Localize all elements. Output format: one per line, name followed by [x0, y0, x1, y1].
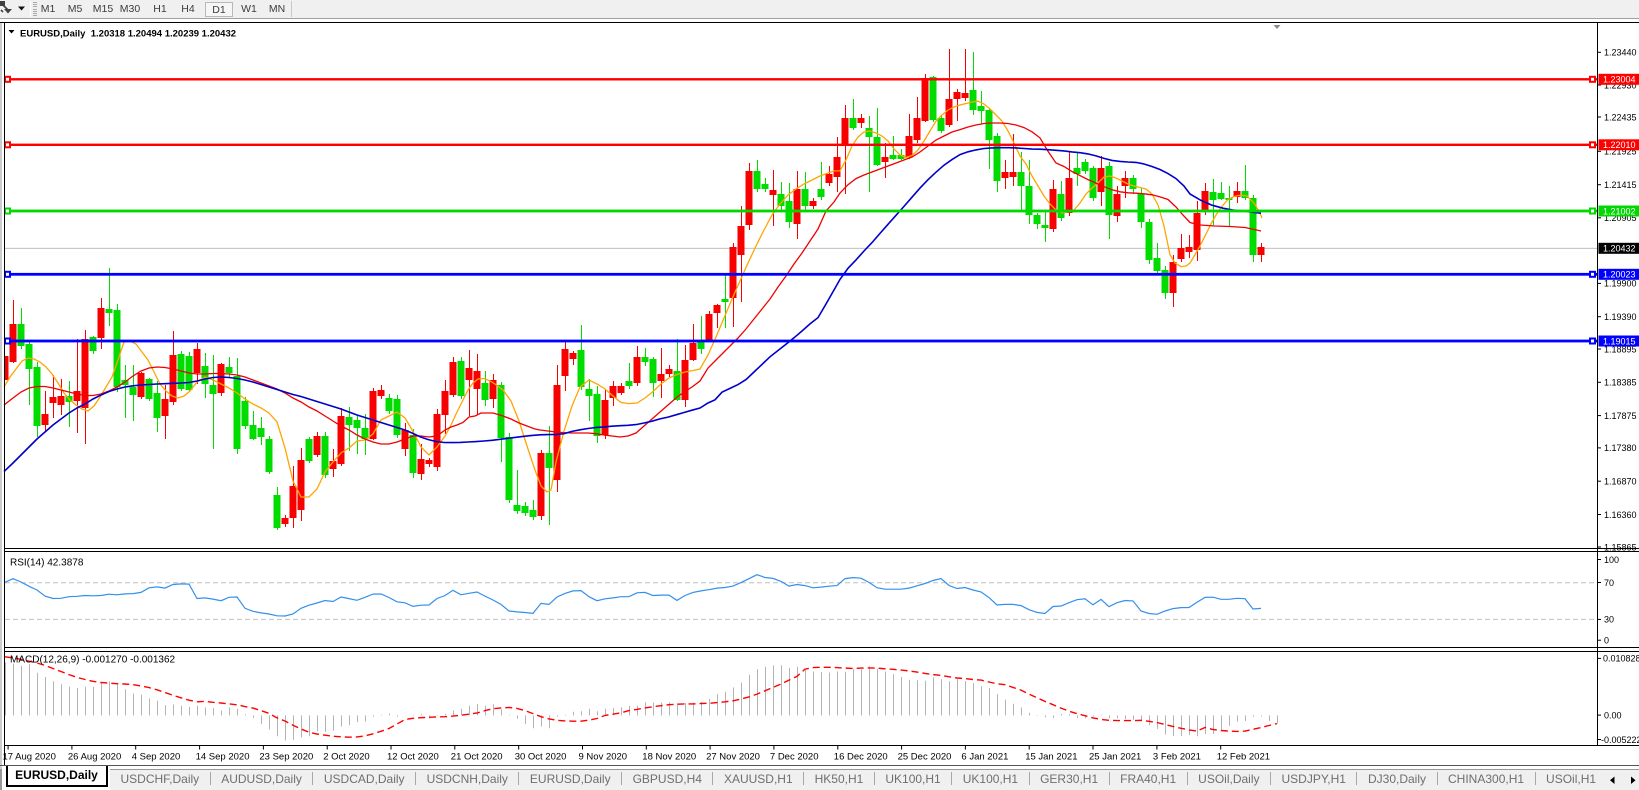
svg-text:7 Dec 2020: 7 Dec 2020 — [770, 752, 819, 763]
svg-text:1.17380: 1.17380 — [1604, 443, 1637, 453]
svg-text:16 Dec 2020: 16 Dec 2020 — [834, 752, 888, 763]
svg-text:3 Feb 2021: 3 Feb 2021 — [1153, 752, 1201, 763]
svg-text:1.19390: 1.19390 — [1604, 312, 1637, 322]
svg-text:17 Aug 2020: 17 Aug 2020 — [3, 752, 56, 763]
svg-text:-0.005222: -0.005222 — [1601, 735, 1639, 745]
svg-text:1.19015: 1.19015 — [1603, 336, 1636, 346]
svg-text:6 Jan 2021: 6 Jan 2021 — [961, 752, 1008, 763]
svg-text:1.16360: 1.16360 — [1604, 510, 1637, 520]
svg-text:25 Dec 2020: 25 Dec 2020 — [898, 752, 952, 763]
svg-text:1.20905: 1.20905 — [1604, 213, 1637, 223]
svg-text:21 Oct 2020: 21 Oct 2020 — [451, 752, 503, 763]
svg-text:1.20432: 1.20432 — [1603, 244, 1636, 254]
svg-text:1.19900: 1.19900 — [1604, 279, 1637, 289]
svg-text:1.21415: 1.21415 — [1604, 180, 1637, 190]
svg-text:0.00: 0.00 — [1604, 710, 1622, 720]
svg-text:1.22435: 1.22435 — [1604, 112, 1637, 122]
svg-text:100: 100 — [1604, 555, 1619, 565]
svg-text:23 Sep 2020: 23 Sep 2020 — [259, 752, 313, 763]
svg-text:1.22010: 1.22010 — [1603, 140, 1636, 150]
svg-text:12 Feb 2021: 12 Feb 2021 — [1217, 752, 1270, 763]
svg-text:1.23004: 1.23004 — [1603, 75, 1636, 85]
svg-text:15 Jan 2021: 15 Jan 2021 — [1025, 752, 1077, 763]
svg-text:14 Sep 2020: 14 Sep 2020 — [196, 752, 250, 763]
svg-text:1.23440: 1.23440 — [1604, 48, 1637, 58]
svg-text:0: 0 — [1604, 636, 1609, 646]
svg-text:9 Nov 2020: 9 Nov 2020 — [579, 752, 628, 763]
svg-text:1.15865: 1.15865 — [1604, 542, 1637, 552]
svg-text:25 Jan 2021: 25 Jan 2021 — [1089, 752, 1141, 763]
svg-text:1.21925: 1.21925 — [1604, 147, 1637, 157]
svg-text:27 Nov 2020: 27 Nov 2020 — [706, 752, 760, 763]
svg-text:12 Oct 2020: 12 Oct 2020 — [387, 752, 439, 763]
svg-text:1.16870: 1.16870 — [1604, 477, 1637, 487]
svg-text:0.010828: 0.010828 — [1603, 654, 1639, 664]
svg-text:30 Oct 2020: 30 Oct 2020 — [515, 752, 567, 763]
svg-text:RSI(14) 42.3878: RSI(14) 42.3878 — [10, 558, 84, 569]
svg-text:MACD(12,26,9) -0.001270 -0.001: MACD(12,26,9) -0.001270 -0.001362 — [10, 655, 176, 666]
svg-text:70: 70 — [1604, 578, 1614, 588]
svg-text:1.22930: 1.22930 — [1604, 80, 1637, 90]
svg-text:26 Aug 2020: 26 Aug 2020 — [68, 752, 121, 763]
svg-text:18 Nov 2020: 18 Nov 2020 — [642, 752, 696, 763]
svg-text:1.17875: 1.17875 — [1604, 411, 1637, 421]
svg-text:30: 30 — [1604, 615, 1614, 625]
svg-text:2 Oct 2020: 2 Oct 2020 — [323, 752, 369, 763]
svg-text:EURUSD,Daily 1.20318 1.20494: EURUSD,Daily 1.20318 1.20494 1.20239 1.2… — [20, 29, 236, 40]
svg-text:1.21002: 1.21002 — [1603, 206, 1636, 216]
svg-text:1.18895: 1.18895 — [1604, 344, 1637, 354]
svg-text:1.18385: 1.18385 — [1604, 378, 1637, 388]
svg-text:4 Sep 2020: 4 Sep 2020 — [132, 752, 181, 763]
svg-text:1.20023: 1.20023 — [1603, 270, 1636, 280]
